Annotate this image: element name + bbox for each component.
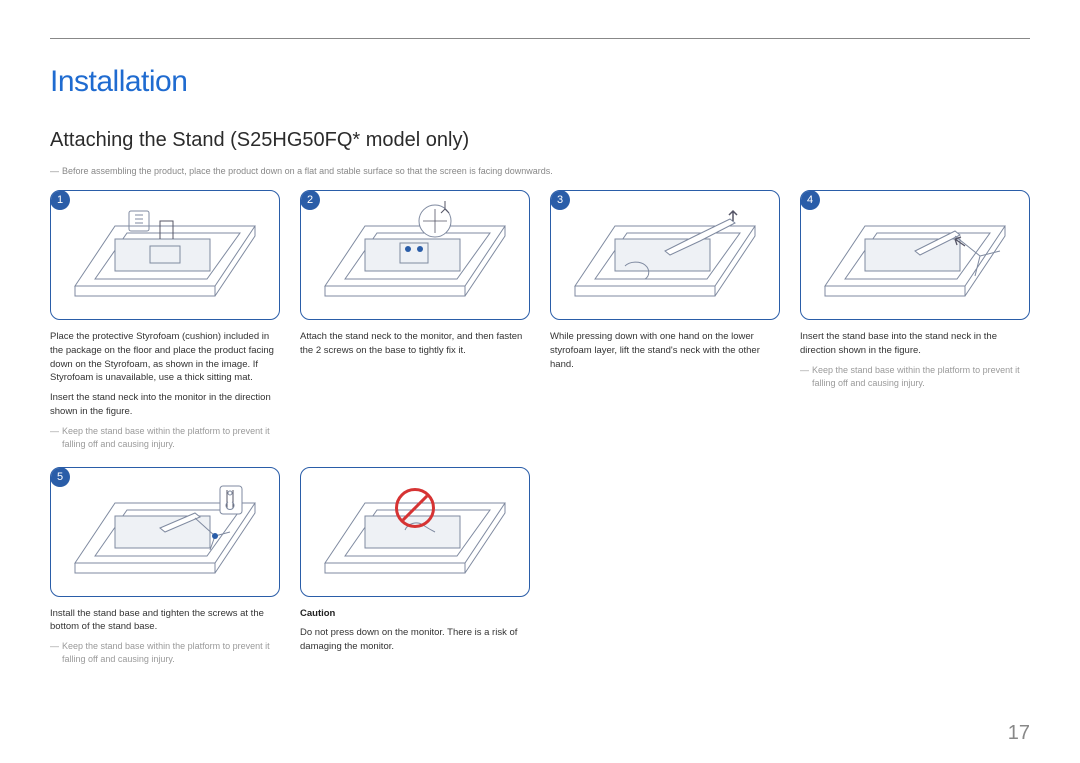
step-badge: 4 (800, 190, 820, 210)
step-badge: 1 (50, 190, 70, 210)
step-2-figure: 2 (300, 190, 530, 320)
diagram-box-monitor (51, 191, 279, 319)
step-note: Keep the stand base within the platform … (50, 425, 280, 451)
step-5: 5 Install the stand base and tighten t (50, 467, 280, 667)
page-title: Installation (50, 65, 1030, 99)
step-2: 2 Attach the stand neck to the monitor, … (300, 190, 530, 451)
step-badge: 2 (300, 190, 320, 210)
step-caption: Place the protective Styrofoam (cushion)… (50, 330, 280, 385)
caution-text: Do not press down on the monitor. There … (300, 626, 530, 654)
section-subtitle: Attaching the Stand (S25HG50FQ* model on… (50, 129, 1030, 152)
step-3-figure: 3 (550, 190, 780, 320)
caution-label: Caution (300, 608, 335, 619)
diagram-screws (301, 191, 529, 319)
diagram-lift-neck (551, 191, 779, 319)
step-caption-2: Insert the stand neck into the monitor i… (50, 391, 280, 419)
caution-step: Caution Do not press down on the monitor… (300, 467, 530, 667)
step-note: Keep the stand base within the platform … (50, 640, 280, 666)
step-caption: While pressing down with one hand on the… (550, 330, 780, 371)
diagram-insert-base (801, 191, 1029, 319)
step-caption: Install the stand base and tighten the s… (50, 607, 280, 635)
step-5-figure: 5 (50, 467, 280, 597)
top-divider (50, 38, 1030, 39)
step-caption: Attach the stand neck to the monitor, an… (300, 330, 530, 358)
steps-grid: 1 Place the protective Styrofoam (cushio… (50, 190, 1030, 666)
intro-note: Before assembling the product, place the… (50, 166, 1030, 176)
step-1: 1 Place the protective Styrofoam (cushio… (50, 190, 280, 451)
prohibition-icon (395, 488, 435, 528)
step-1-figure: 1 (50, 190, 280, 320)
step-badge: 3 (550, 190, 570, 210)
caution-figure (300, 467, 530, 597)
step-note: Keep the stand base within the platform … (800, 364, 1030, 390)
step-4-figure: 4 (800, 190, 1030, 320)
step-badge: 5 (50, 467, 70, 487)
page-number: 17 (1008, 722, 1030, 745)
step-3: 3 While pressing down with one hand on t… (550, 190, 780, 451)
diagram-tighten-base (51, 468, 279, 596)
step-caption: Insert the stand base into the stand nec… (800, 330, 1030, 358)
step-4: 4 Insert the stand base into the stand n… (800, 190, 1030, 451)
